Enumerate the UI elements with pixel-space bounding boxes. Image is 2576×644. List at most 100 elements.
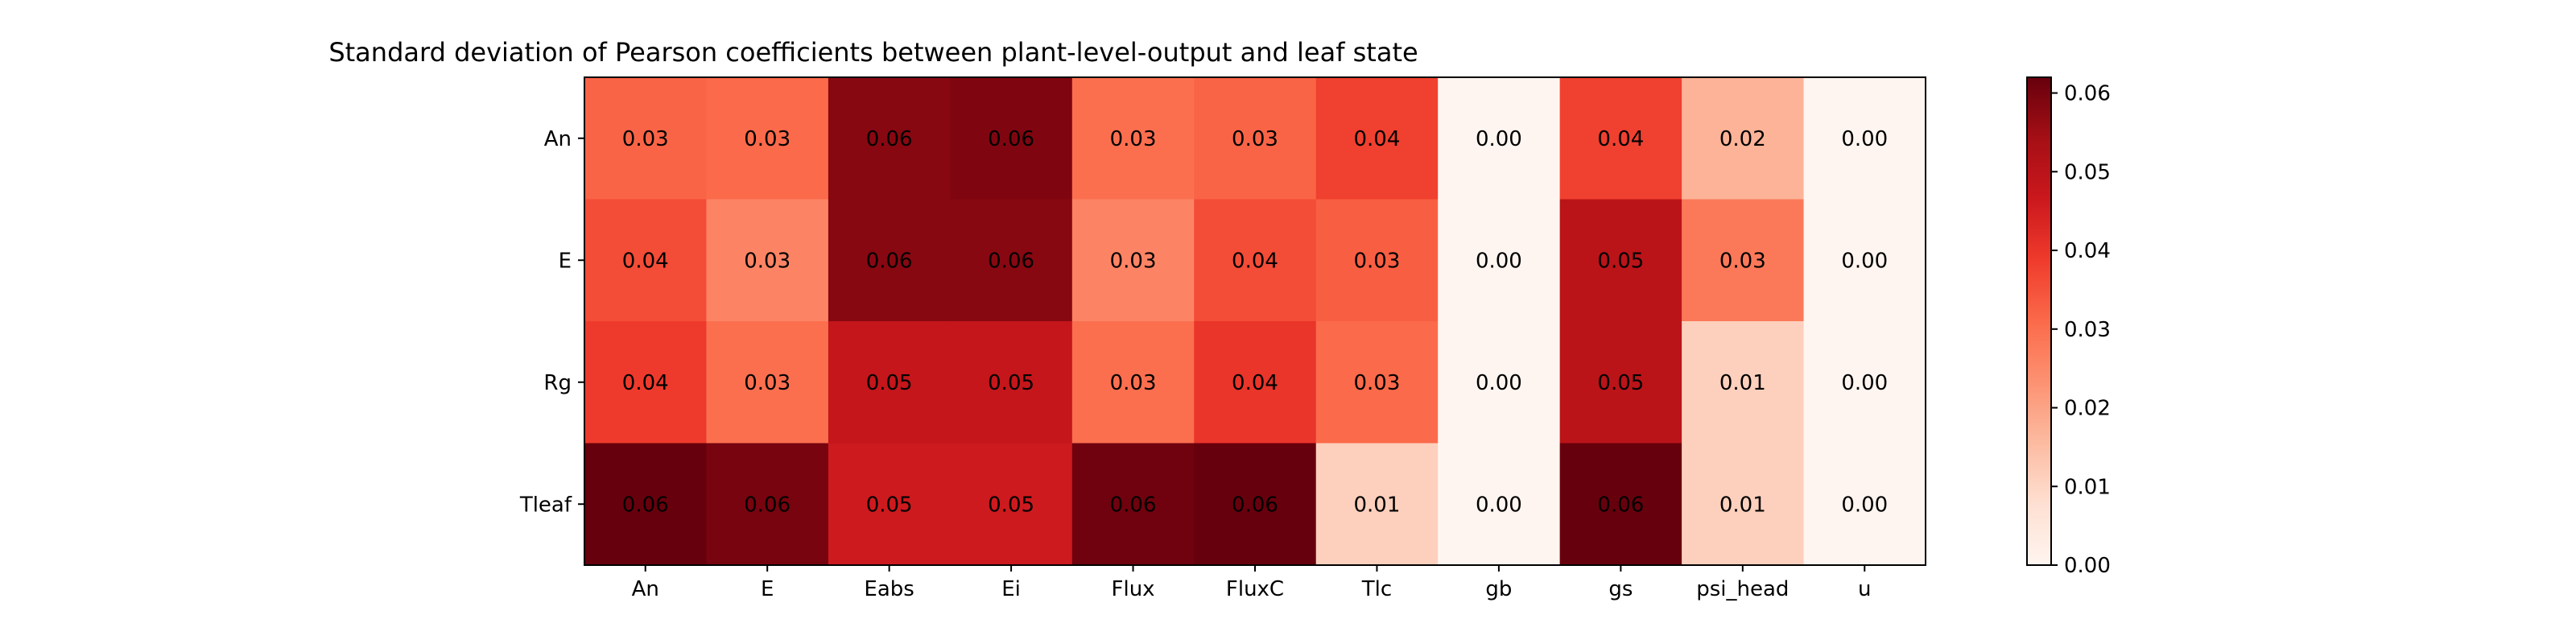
heatmap-cell [706,77,829,200]
x-tick-label: u [1858,577,1871,601]
heatmap-cell-labels: 0.03 0.03 0.06 0.06 0.03 0.03 0.04 0.00 0.04 0.02… [622,127,1888,518]
heatmap-cell [1682,77,1805,200]
heatmap-cells [584,77,1926,566]
heatmap-cell [1315,443,1439,566]
heatmap-cell [1682,443,1805,566]
x-tick-label: psi_head [1696,577,1789,601]
cell-value-label: 0.00 [1841,493,1888,517]
heatmap-cell [950,199,1073,322]
heatmap-cell [1438,77,1561,200]
cell-value-label: 0.03 [1110,371,1157,395]
colorbar-tick-label: 0.02 [2064,397,2111,421]
heatmap-cell [1071,77,1195,200]
heatmap-cell [1559,77,1682,200]
cell-value-label: 0.05 [866,493,913,517]
heatmap-cell [1194,321,1317,444]
cell-value-label: 0.05 [988,493,1034,517]
cell-value-label: 0.00 [1476,249,1522,273]
x-axis: An E Eabs Ei Flux FluxC Tlc gb gs psi_head u [632,565,1872,601]
colorbar-tick-label: 0.01 [2064,475,2111,499]
heatmap-cell [1315,77,1439,200]
cell-value-label: 0.05 [988,371,1034,395]
y-axis: An E Rg Tleaf [519,127,584,517]
cell-value-label: 0.03 [744,127,791,151]
cell-value-label: 0.03 [744,371,791,395]
colorbar-tick-label: 0.05 [2064,160,2111,184]
heatmap-cell [828,77,951,200]
heatmap-cell [1438,443,1561,566]
y-tick-label: Rg [543,371,572,395]
x-tick-label: E [761,577,774,601]
heatmap-cell [828,321,951,444]
cell-value-label: 0.03 [1110,249,1157,273]
x-tick-label: Ei [1001,577,1021,601]
y-tick-label: E [559,249,572,273]
cell-value-label: 0.03 [744,249,791,273]
cell-value-label: 0.06 [1597,493,1644,517]
heatmap-cell [1559,443,1682,566]
cell-value-label: 0.06 [988,249,1034,273]
cell-value-label: 0.05 [1597,249,1644,273]
heatmap-cell [1315,199,1439,322]
heatmap-cell [706,443,829,566]
cell-value-label: 0.00 [1841,127,1888,151]
heatmap-cell [1071,321,1195,444]
cell-value-label: 0.06 [744,493,791,517]
heatmap-cell [950,443,1073,566]
colorbar-tick-label: 0.00 [2064,554,2111,578]
cell-value-label: 0.00 [1476,127,1522,151]
cell-value-label: 0.04 [1354,127,1401,151]
heatmap-cell [1438,321,1561,444]
heatmap-cell [1194,443,1317,566]
cell-value-label: 0.01 [1719,493,1766,517]
cell-value-label: 0.00 [1476,371,1522,395]
cell-value-label: 0.01 [1354,493,1401,517]
heatmap-cell [1194,77,1317,200]
colorbar: 0.00 0.01 0.02 0.03 0.04 0.05 0.06 [2026,76,2111,578]
heatmap-cell [584,199,707,322]
heatmap-cell [1682,199,1805,322]
heatmap-cell [1803,77,1926,200]
cell-value-label: 0.06 [1110,493,1157,517]
heatmap-cell [950,77,1073,200]
heatmap-cell [1803,321,1926,444]
heatmap-cell [1071,199,1195,322]
heatmap-cell [828,443,951,566]
heatmap-cell [1559,199,1682,322]
x-tick-label: gb [1485,577,1512,601]
heatmap-cell [1194,199,1317,322]
cell-value-label: 0.01 [1719,371,1766,395]
heatmap-cell [1071,443,1195,566]
heatmap-cell [706,321,829,444]
colorbar-tick-label: 0.04 [2064,239,2111,263]
x-tick-label: gs [1608,577,1633,601]
cell-value-label: 0.06 [866,249,913,273]
cell-value-label: 0.00 [1841,249,1888,273]
cell-value-label: 0.04 [1232,371,1278,395]
x-tick-label: An [632,577,659,601]
cell-value-label: 0.03 [1354,249,1401,273]
cell-value-label: 0.05 [866,371,913,395]
chart-title: Standard deviation of Pearson coefficien… [328,37,1418,68]
heatmap-cell [584,443,707,566]
x-tick-label: Tlc [1361,577,1392,601]
cell-value-label: 0.03 [1719,249,1766,273]
heatmap-cell [584,321,707,444]
heatmap-cell [1559,321,1682,444]
cell-value-label: 0.06 [1232,493,1278,517]
cell-value-label: 0.03 [622,127,669,151]
cell-value-label: 0.00 [1476,493,1522,517]
cell-value-label: 0.04 [622,249,669,273]
cell-value-label: 0.04 [1597,127,1644,151]
cell-value-label: 0.06 [866,127,913,151]
colorbar-ticks: 0.00 0.01 0.02 0.03 0.04 0.05 0.06 [2051,82,2111,578]
colorbar-gradient [2026,76,2052,566]
colorbar-tick-label: 0.06 [2064,82,2111,106]
cell-value-label: 0.04 [622,371,669,395]
cell-value-label: 0.03 [1110,127,1157,151]
heatmap-cell [1803,199,1926,322]
cell-value-label: 0.06 [622,493,669,517]
y-tick-label: Tleaf [519,493,572,517]
cell-value-label: 0.03 [1232,127,1278,151]
heatmap-cell [706,199,829,322]
